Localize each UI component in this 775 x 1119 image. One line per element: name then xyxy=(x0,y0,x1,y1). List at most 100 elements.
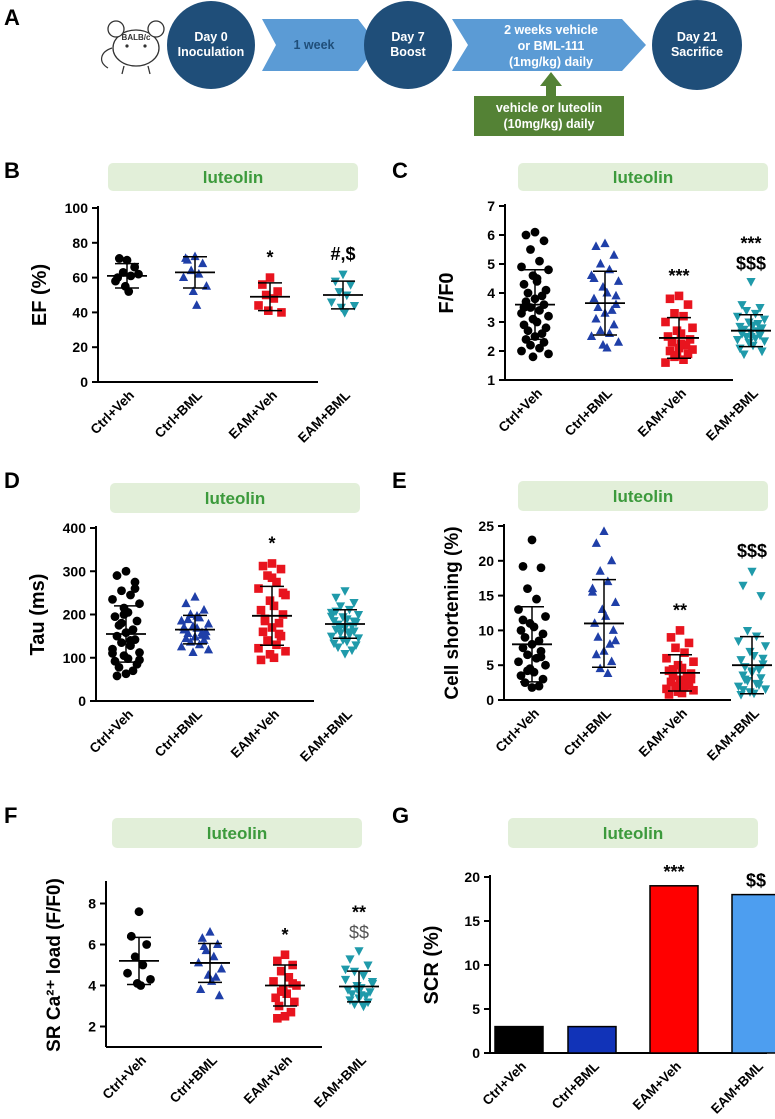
data-point xyxy=(335,623,346,632)
data-point xyxy=(683,349,693,359)
luteolin-box-line-1: vehicle or luteolin xyxy=(496,101,602,115)
data-point xyxy=(188,286,198,295)
y-tick-label: 100 xyxy=(63,650,87,666)
data-point xyxy=(532,317,542,327)
data-point xyxy=(214,990,224,1000)
data-point xyxy=(518,615,528,625)
data-point xyxy=(181,633,191,643)
data-point xyxy=(176,641,187,651)
data-point xyxy=(602,342,612,352)
series-eam-bml xyxy=(339,947,379,1012)
data-point xyxy=(340,649,350,659)
data-point xyxy=(274,618,284,628)
mouse-icon: BALB/c xyxy=(101,20,165,75)
data-point xyxy=(273,1014,282,1023)
y-tick-label: 5 xyxy=(487,256,495,272)
data-point xyxy=(263,636,272,645)
significance-label: ** xyxy=(673,600,687,620)
x-category-label: EAM+Veh xyxy=(635,386,689,440)
significance-label: $$ xyxy=(746,871,766,891)
data-point xyxy=(254,301,263,310)
significance-label: $$$ xyxy=(737,541,767,561)
data-point xyxy=(677,663,687,673)
data-point xyxy=(349,598,359,608)
step-dose: (1mg/kg) daily xyxy=(509,55,593,69)
data-point xyxy=(340,975,351,985)
data-point xyxy=(688,345,697,354)
y-axis-label: F/F0 xyxy=(436,272,458,313)
series-eam-bml xyxy=(323,270,363,318)
data-point xyxy=(190,251,200,261)
data-point xyxy=(527,683,537,692)
y-tick-label: 5 xyxy=(486,657,494,673)
data-point xyxy=(286,1007,296,1017)
data-point xyxy=(276,966,286,976)
y-axis-label: SR Ca²⁺ load (F/F0) xyxy=(44,878,65,1052)
y-axis-label: Cell shortening (%) xyxy=(442,526,463,699)
data-point xyxy=(188,647,198,657)
y-tick-label: 6 xyxy=(88,937,96,953)
data-point xyxy=(516,626,526,635)
data-point xyxy=(689,685,698,695)
data-point xyxy=(280,950,290,960)
y-tick-label: 25 xyxy=(478,518,494,534)
data-point xyxy=(121,566,131,576)
x-category-label: Ctrl+Veh xyxy=(88,388,138,438)
data-point xyxy=(537,329,547,338)
circle-day-0 xyxy=(167,1,255,89)
data-point xyxy=(128,625,138,635)
data-point xyxy=(331,625,341,635)
data-point xyxy=(256,605,266,615)
data-point xyxy=(517,346,526,356)
data-point xyxy=(520,632,530,642)
data-point xyxy=(340,965,351,975)
data-point xyxy=(759,337,770,347)
data-point xyxy=(265,596,275,605)
data-point xyxy=(591,241,601,251)
significance-label: #,$ xyxy=(330,244,355,264)
data-point xyxy=(537,291,547,301)
y-tick-label: 20 xyxy=(478,553,494,569)
data-point xyxy=(755,331,765,341)
data-point xyxy=(663,332,673,341)
data-point xyxy=(216,963,227,973)
data-point xyxy=(755,304,765,313)
data-point xyxy=(119,610,129,619)
data-point xyxy=(121,669,131,679)
data-point xyxy=(674,291,684,301)
data-point xyxy=(749,652,759,661)
data-point xyxy=(586,331,597,340)
data-point xyxy=(130,577,140,587)
data-point xyxy=(534,681,544,691)
data-point xyxy=(683,300,693,309)
y-tick-label: 10 xyxy=(478,622,494,638)
data-point xyxy=(684,638,694,648)
data-point xyxy=(526,340,535,350)
series-eam-veh xyxy=(265,950,305,1023)
y-tick-label: 4 xyxy=(88,978,96,994)
data-point xyxy=(668,665,678,674)
data-point xyxy=(128,666,138,676)
y-axis-label: Tau (ms) xyxy=(27,574,49,656)
data-point xyxy=(595,566,605,575)
data-point xyxy=(544,265,553,275)
panel-label: F xyxy=(4,803,17,828)
data-point xyxy=(178,272,189,282)
data-point xyxy=(514,657,523,667)
data-point xyxy=(670,309,679,318)
data-point xyxy=(265,273,275,282)
data-point xyxy=(760,685,771,695)
data-point xyxy=(123,968,132,978)
y-tick-label: 200 xyxy=(63,607,87,623)
data-point xyxy=(190,592,200,601)
data-point xyxy=(544,311,553,321)
data-point xyxy=(599,526,609,536)
data-point xyxy=(258,280,267,289)
x-category-label: Ctrl+Veh xyxy=(480,1059,530,1109)
data-point xyxy=(334,288,344,297)
data-point xyxy=(326,632,337,642)
data-point xyxy=(608,625,618,634)
luteolin-arrow xyxy=(540,72,562,96)
data-point xyxy=(288,979,297,988)
